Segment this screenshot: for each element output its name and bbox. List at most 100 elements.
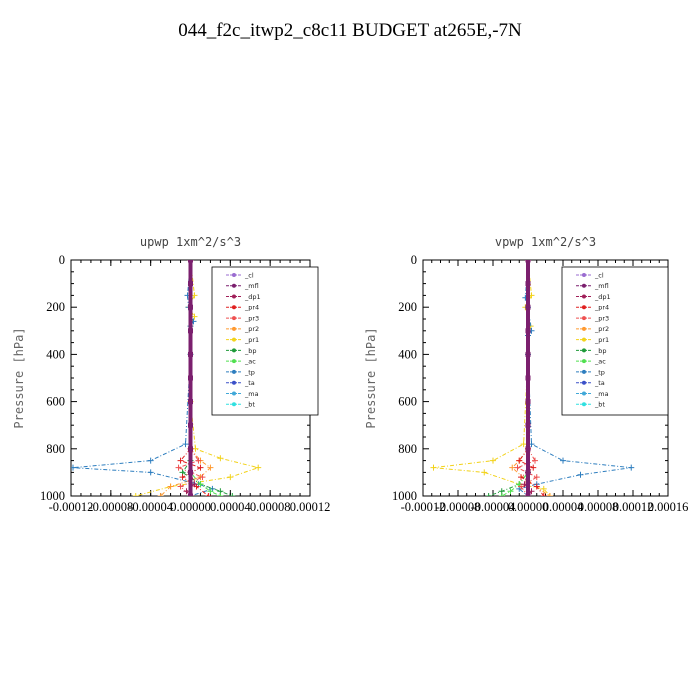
- x-tick-label: 0.00000: [170, 500, 211, 514]
- series-point-mfl: [188, 351, 193, 357]
- series-point-mfl: [188, 375, 193, 381]
- y-tick-label: 0: [59, 253, 65, 267]
- legend-swatch-marker: [232, 305, 236, 310]
- legend-entry: _dp1: [594, 293, 611, 301]
- x-tick-label: 0.00008: [250, 500, 291, 514]
- legend-entry: _dp1: [244, 293, 261, 301]
- series-point-pr4: [516, 457, 523, 464]
- legend-swatch-marker: [582, 294, 586, 299]
- y-axis-label: Pressure [hPa]: [12, 327, 26, 428]
- legend-entry: _bp: [244, 347, 257, 355]
- series-point-pr4: [530, 464, 537, 471]
- legend-swatch-marker: [582, 326, 586, 331]
- legend-entry: _pr4: [244, 304, 259, 312]
- y-tick-label: 800: [46, 442, 65, 456]
- series-point-pr4: [197, 464, 204, 471]
- series-point-mfl: [188, 399, 193, 405]
- series-point-pr3: [514, 464, 521, 471]
- series-point-pr3: [533, 474, 540, 481]
- legend-swatch-marker: [232, 359, 236, 364]
- series-point-mfl: [525, 281, 531, 287]
- series-point-pr1: [520, 441, 527, 448]
- legend-entry: _pr1: [244, 336, 259, 344]
- y-tick-label: 1000: [40, 489, 65, 503]
- series-point-ac: [507, 488, 514, 495]
- legend-entry: _ma: [594, 390, 609, 398]
- series-point-pr1: [255, 464, 262, 471]
- legend-entry: _bt: [244, 401, 255, 409]
- series-point-pr1: [217, 455, 224, 462]
- series-point-ac: [498, 493, 505, 496]
- series-point-tp: [577, 471, 584, 478]
- legend-entry: _pr3: [244, 314, 259, 322]
- legend-swatch-marker: [582, 305, 586, 310]
- series-point-pr2: [167, 483, 174, 490]
- legend-swatch-marker: [582, 359, 586, 364]
- x-tick-label: -0.00012: [401, 500, 446, 514]
- chart-panel-1: upwp 1xm^2/s^3 Pressure [hPa] 0 200 400 600 80…: [12, 235, 330, 514]
- series-point-pr1: [490, 457, 496, 464]
- x-tick-label: 0.00004: [210, 500, 251, 514]
- x-tick-label: -0.00008: [436, 500, 481, 514]
- legend-swatch-marker: [232, 369, 236, 374]
- y-tick-label: 0: [411, 253, 417, 267]
- legend-swatch-marker: [582, 337, 586, 342]
- series-point-mfl: [525, 493, 531, 496]
- series-point-tp: [560, 457, 566, 464]
- series-point-ac: [207, 488, 214, 495]
- series-point-pr2: [207, 464, 214, 471]
- series-point-bp: [229, 493, 236, 496]
- legend-entry: _pr4: [594, 304, 609, 312]
- panel-title: vpwp 1xm^2/s^3: [495, 235, 596, 249]
- legend-swatch-marker: [232, 316, 236, 321]
- legend-entry: _pr2: [244, 325, 259, 333]
- y-tick-label: 200: [398, 300, 417, 314]
- legend-swatch-marker: [582, 348, 586, 353]
- legend-swatch-marker: [582, 369, 586, 374]
- legend-swatch-marker: [582, 391, 586, 396]
- legend-swatch-marker: [582, 316, 586, 321]
- x-tick-label: 0.00016: [648, 500, 689, 514]
- x-tick-label: -0.00004: [471, 500, 517, 514]
- legend-box: [561, 266, 669, 416]
- series-point-pr2: [509, 464, 516, 471]
- legend-entry: _pr2: [594, 325, 609, 333]
- y-tick-label: 400: [398, 347, 417, 361]
- x-tick-label: 0.00004: [543, 500, 584, 514]
- chart-panel-2: vpwp 1xm^2/s^3 Pressure [hPa] 0 200 400 600 80…: [364, 235, 688, 514]
- legend-swatch-marker: [582, 283, 586, 288]
- legend: _cl _mfl _dp1 _pr4 _pr3 _pr2 _pr1 _bp _ac _tp _ta _…: [211, 266, 319, 416]
- series-point-pr4: [540, 493, 547, 496]
- series-point-mfl: [188, 446, 193, 452]
- y-axis-label: Pressure [hPa]: [364, 327, 378, 428]
- legend-swatch-marker: [582, 380, 586, 385]
- legend-entry: _ta: [244, 379, 255, 387]
- series-point-pr1: [227, 474, 234, 481]
- series-point-ac: [197, 481, 204, 488]
- legend: _cl _mfl _dp1 _pr4 _pr3 _pr2 _pr1 _bp _ac _tp _ta _…: [561, 266, 669, 416]
- legend-entry: _bp: [594, 347, 607, 355]
- legend-entry: _ta: [594, 379, 605, 387]
- plot-area: [71, 260, 262, 496]
- y-tick-label: 600: [398, 395, 417, 409]
- legend-entry: _mfl: [594, 282, 609, 290]
- series-point-mfl: [525, 469, 531, 475]
- series-point-pr3: [532, 457, 538, 464]
- legend-swatch-marker: [232, 337, 236, 342]
- series-point-mfl: [525, 260, 531, 263]
- series-point-bp: [485, 493, 492, 496]
- series-point-tp: [628, 464, 635, 471]
- series-point-mfl: [188, 281, 193, 287]
- x-tick-label: 0.00012: [613, 500, 654, 514]
- x-tick-label: 0.00000: [508, 500, 549, 514]
- series-point-pr4: [177, 457, 184, 464]
- y-tick-label: 1000: [392, 489, 417, 503]
- legend-swatch-marker: [582, 402, 586, 407]
- legend-swatch-marker: [582, 273, 586, 277]
- series-point-mfl: [525, 446, 531, 452]
- x-tick-label: -0.00008: [88, 500, 133, 514]
- y-tick-label: 600: [46, 395, 65, 409]
- legend-entry: _pr3: [594, 314, 609, 322]
- x-tick-label: -0.00012: [49, 500, 94, 514]
